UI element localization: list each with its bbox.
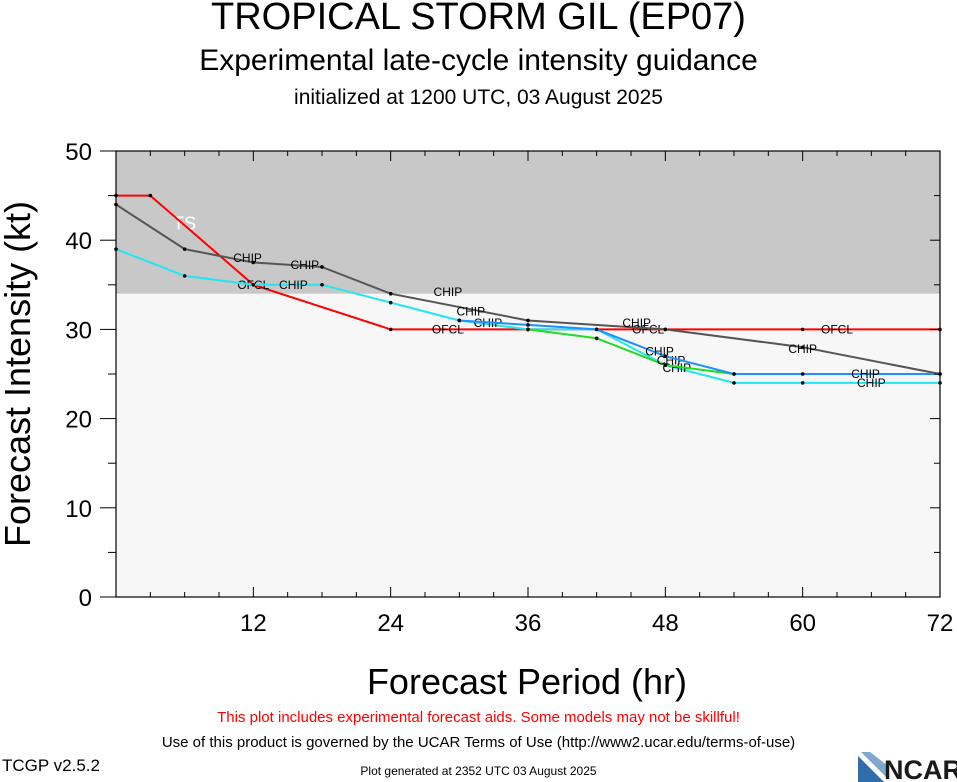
x-tick-label: 24: [377, 610, 404, 637]
series-point: [457, 318, 462, 323]
series-ofcl-0: OFCLOFCLOFCLOFCL: [114, 193, 942, 336]
series-label: CHIP: [233, 251, 262, 265]
series-point: [800, 381, 805, 385]
series-point: [526, 323, 530, 327]
series-label: CHIP: [290, 258, 319, 272]
x-axis-label: Forecast Period (hr): [367, 661, 687, 702]
ncar-logo-mark-light: [861, 752, 888, 779]
series-point: [594, 336, 599, 341]
ts-band-label: TS: [173, 213, 196, 233]
series-point: [663, 363, 668, 367]
generated-time: Plot generated at 2352 UTC 03 August 202…: [360, 764, 597, 778]
series-point: [388, 327, 393, 332]
series-point: [320, 265, 324, 269]
series-point: [526, 318, 530, 323]
series-label: CHIP: [662, 361, 691, 375]
y-tick-label: 20: [65, 407, 92, 434]
x-tick-label: 60: [789, 610, 816, 637]
series-layer: OFCLOFCLOFCLOFCLCHIPCHIPCHIPCHIPCHIPCHIP…: [114, 193, 942, 390]
x-tick-label: 48: [652, 610, 679, 637]
series-label: OFCL: [432, 322, 464, 336]
series-point: [526, 327, 530, 332]
chart-subtitle: Experimental late-cycle intensity guidan…: [199, 44, 758, 77]
y-tick-label: 10: [65, 496, 92, 523]
init-time: initialized at 1200 UTC, 03 August 2025: [294, 86, 663, 109]
series-point: [732, 381, 736, 385]
series-point: [251, 283, 256, 287]
series-label: CHIP: [622, 316, 651, 330]
series-point: [732, 372, 736, 376]
series-label: CHIP: [851, 367, 880, 381]
series-point: [320, 283, 324, 287]
y-tick-label: 50: [65, 139, 92, 166]
series-point: [182, 247, 187, 251]
series-label: CHIP: [788, 342, 817, 356]
y-tick-label: 0: [79, 585, 92, 612]
series-label: CHIP: [645, 345, 674, 359]
series-label: CHIP: [279, 278, 308, 292]
series-point: [800, 345, 805, 350]
series-point: [663, 354, 668, 358]
ts-band: [116, 151, 940, 294]
x-tick-label: 12: [240, 610, 267, 637]
series-label: CHIP: [434, 285, 463, 299]
y-axis-label: Forecast Intensity (kt): [0, 201, 38, 547]
ncar-logo-text: NCAR: [884, 755, 957, 782]
series-point: [800, 327, 805, 332]
series-label: CHIP: [456, 305, 485, 319]
x-tick-label: 72: [927, 610, 954, 637]
series-point: [388, 291, 393, 296]
series-label: OFCL: [821, 322, 853, 336]
series-point: [388, 300, 393, 305]
series-line: [116, 194, 940, 331]
series-point: [182, 274, 187, 278]
series-point: [800, 372, 805, 376]
series-point: [663, 327, 668, 332]
series-line: [115, 248, 940, 384]
x-tick-label: 36: [515, 610, 542, 637]
ncar-logo: NCAR: [858, 752, 957, 782]
terms-of-use-text[interactable]: Use of this product is governed by the U…: [161, 734, 796, 751]
y-tick-label: 30: [65, 317, 92, 344]
series-chip-1: CHIP CHIP CHIP CHIP CHIP: [114, 202, 942, 376]
ticks-layer: 12 24 36 48 60 72 0 10 20 30 40 50: [65, 139, 953, 637]
below-ts-region: [116, 293, 940, 597]
series-point: [251, 260, 256, 265]
chart-title: TROPICAL STORM GIL (EP07): [211, 0, 746, 38]
series-point: [594, 327, 599, 332]
series-line: [527, 328, 735, 375]
ncar-logo-mark: [858, 756, 884, 782]
disclaimer-text: This plot includes experimental forecast…: [217, 709, 740, 726]
series-chip-4: CHIP CHIP CHIP: [456, 305, 942, 381]
version-text: TCGP v2.5.2: [2, 756, 100, 775]
y-tick-label: 40: [65, 228, 92, 255]
series-point: [148, 193, 153, 198]
series-label: CHIP: [857, 376, 886, 390]
series-label: OFCL: [632, 322, 664, 336]
